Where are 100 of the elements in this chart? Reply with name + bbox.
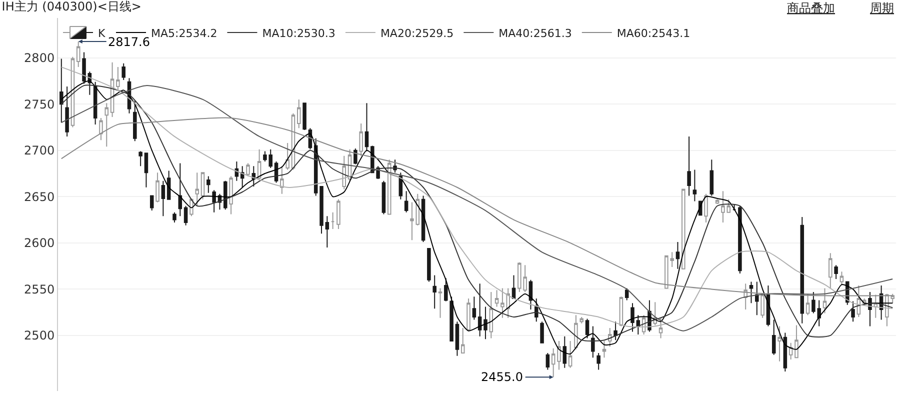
candlestick [156,172,160,203]
candlestick [246,162,250,177]
candlestick [568,340,572,368]
candlestick [585,318,590,339]
candlestick [223,180,228,210]
candlestick [212,190,216,213]
candlestick [834,264,838,280]
candlestick [404,190,408,213]
candlestick [161,180,166,217]
candlestick [619,296,624,327]
candlestick [608,328,612,348]
y-tick-label: 2700 [24,144,55,158]
candlestick [658,317,663,339]
annotation: 2817.6 [108,35,150,49]
candlestick [138,150,142,167]
candlestick [783,332,788,372]
candlestick [257,148,262,180]
candlestick [800,216,804,324]
candlestick [778,326,782,362]
candlestick [494,290,499,308]
candlestick [320,186,324,234]
candlestick [122,62,126,81]
legend-label: MA60:2543.1 [616,26,690,40]
y-tick-label: 2550 [24,282,55,296]
candlestick [676,241,680,270]
candlestick [195,172,199,206]
candlestick [280,166,284,194]
candlestick [540,321,544,344]
candlestick [466,298,470,330]
y-tick-label: 2600 [24,236,55,250]
y-tick-label: 2500 [24,328,55,343]
candlestick [574,314,578,350]
candlestick [65,86,69,137]
candlestick [840,271,844,286]
candlestick [636,314,640,336]
candlestick [472,296,476,320]
candlestick [794,324,798,358]
candlestick [342,155,346,190]
candlestick [76,41,80,68]
candlestick [602,340,606,358]
candlestick [749,281,754,304]
legend-label: MA20:2529.5 [380,26,454,40]
candlestick [704,193,708,224]
candlestick [234,160,239,182]
text: 周期 [870,1,894,15]
candlestick [200,172,205,200]
candlestick [591,326,595,358]
candlestick [614,321,618,341]
candlestick [455,321,460,356]
candlestick [512,274,516,299]
legend-label: MA40:2561.3 [498,26,572,40]
candlestick [551,348,556,378]
candlestick [382,180,386,215]
candlestick [229,176,233,215]
candlestick [874,294,878,318]
candlestick [82,52,86,84]
candlestick [755,281,759,316]
candlestick [359,123,363,156]
candlestick [330,212,335,230]
candlestick [133,100,137,142]
candlestick [150,195,154,212]
candlestick [240,166,244,188]
candlestick [104,102,109,148]
candlestick [99,117,103,141]
candlestick [546,352,550,370]
candlestick [110,62,114,118]
candlestick [206,176,210,194]
candlestick [738,205,742,274]
candlestick [302,102,306,130]
candlestick [438,288,442,318]
candlestick [822,288,827,314]
candlestick [557,340,561,370]
candlestick [116,66,120,91]
candlestick [596,352,600,370]
candlestick [432,274,436,310]
candlestick [732,204,736,212]
candlestick [630,302,634,332]
candlestick [692,169,697,202]
chart-title: IH主力 (040300)<日线> [2,0,142,14]
candlestick [325,216,330,248]
candlestick [336,198,340,230]
candlestick [172,212,176,224]
candlestick [624,288,629,301]
candlestick [364,102,369,152]
candlestick [760,293,764,318]
candlestick [484,306,488,340]
candlestick [297,98,301,129]
candlestick [580,316,584,324]
candlestick [828,252,832,289]
candlestick [851,300,855,322]
candlestick [478,283,482,337]
candlestick [60,58,64,124]
text: 商品叠加 [787,1,835,15]
line-series [60,117,894,296]
y-tick-label: 2650 [24,190,55,204]
candlestick [682,188,686,270]
candlestick [772,319,776,356]
candlestick [354,148,358,165]
candlestick [534,298,538,322]
candlestick [460,328,465,354]
